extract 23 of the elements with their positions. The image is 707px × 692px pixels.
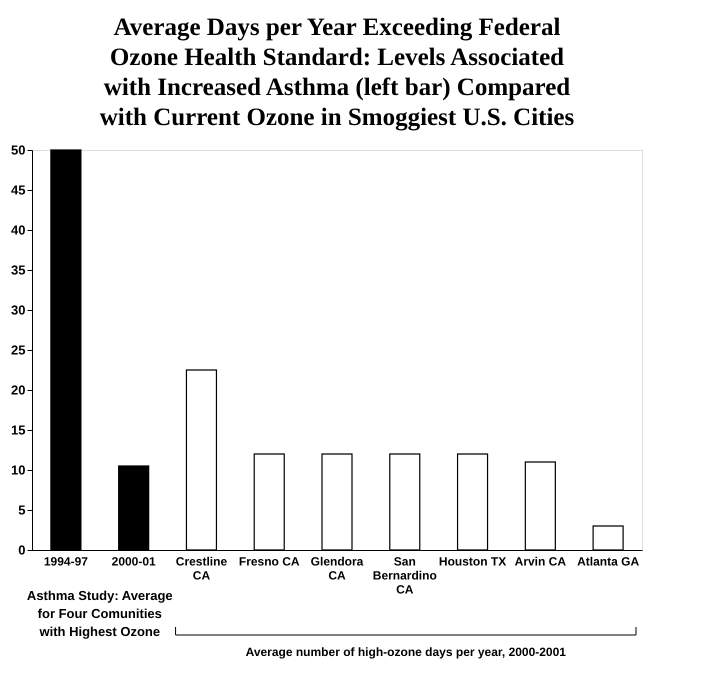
- y-tick-label: 10: [11, 462, 26, 478]
- y-tick-label: 45: [11, 182, 26, 198]
- x-tick-label: Crestline CA: [176, 554, 228, 582]
- x-tick-label: 2000-01: [112, 554, 156, 568]
- chart-title: Average Days per Year Exceeding Federal Ozone Health Standard: Levels Associated with Increased Asthma (left bar) Compared with Current Ozone in Smoggiest U.S. Cities: [100, 14, 575, 131]
- y-tick-label: 35: [11, 262, 26, 278]
- x-tick-label: Fresno CA: [238, 554, 300, 568]
- text: Asthma Study: Average for Four Comunities with Highest Ozone: [26, 588, 173, 639]
- x-tick-label: San Bernardino CA: [372, 554, 437, 596]
- x-tick-label: Houston TX: [438, 554, 506, 568]
- y-tick-label: 0: [18, 542, 26, 558]
- y-tick-label: 40: [11, 222, 26, 238]
- y-tick-label: 25: [11, 342, 26, 358]
- y-tick-label: 30: [11, 302, 26, 318]
- x-tick-label: Glendora CA: [310, 554, 364, 582]
- y-tick-label: 15: [11, 422, 26, 438]
- y-tick-label: 20: [11, 382, 26, 398]
- x-tick-label: 1994-97: [44, 554, 88, 568]
- x-tick-label: Atlanta GA: [577, 554, 640, 568]
- y-tick-label: 5: [18, 502, 26, 518]
- text: Average number of high-ozone days per year, 2000-2001: [246, 645, 566, 659]
- x-tick-label: Arvin CA: [514, 554, 566, 568]
- y-tick-label: 50: [11, 142, 26, 158]
